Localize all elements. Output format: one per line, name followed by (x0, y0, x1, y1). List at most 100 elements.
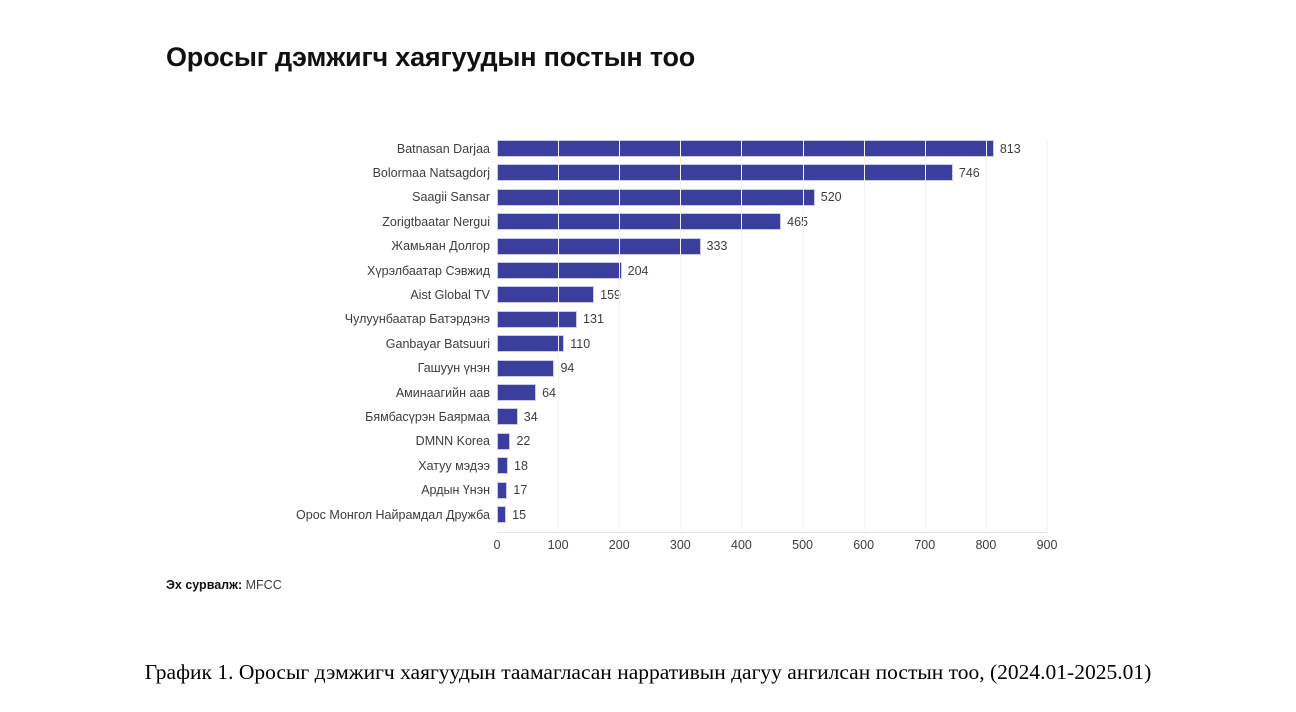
bar[interactable] (497, 506, 507, 523)
bar-category-label: Жамьяан Долгор (391, 239, 490, 254)
bar-row: Бямбасүрэн Баярмаа 34 (258, 408, 1058, 426)
bar-track: 94 (497, 359, 1058, 377)
bar[interactable] (497, 237, 701, 255)
bar-track: 204 (497, 262, 1058, 279)
bar-value-label: 34 (523, 409, 538, 424)
bar[interactable] (497, 213, 782, 231)
x-tick-label: 200 (608, 538, 630, 552)
bar-chart-plot-area: Batnasan Darjaa 813 Bolormaa Natsagdorj 746… (258, 140, 1058, 532)
bar-row: Хүрэлбаатар Сэвжид 204 (258, 262, 1058, 279)
bar[interactable] (497, 481, 508, 499)
bar-value-label: 465 (787, 214, 809, 229)
bar-category-label: Ардын Үнэн (421, 483, 490, 498)
figure-caption: График 1. Оросыг дэмжигч хаягуудын таама… (144, 660, 1152, 684)
bar-track: 746 (497, 164, 1058, 182)
bar-category-label: Орос Монгол Найрамдал Дружба (296, 507, 490, 522)
x-tick-label: 0 (493, 538, 501, 552)
chart-figure: Оросыг дэмжигч хаягуудын постын тоо Batn… (166, 42, 1058, 592)
x-axis-line (497, 532, 1047, 533)
bar-category-label: Хатуу мэдээ (418, 458, 490, 473)
bar-value-label: 159 (600, 287, 622, 302)
x-gridline (924, 140, 926, 532)
bar[interactable] (497, 384, 537, 401)
x-gridline (863, 140, 865, 532)
bar-value-label: 15 (512, 507, 527, 522)
x-tick-label: 500 (792, 538, 813, 552)
bar-category-label: Ganbayar Batsuuri (385, 336, 490, 351)
bar-track: 34 (497, 408, 1058, 426)
x-gridline (741, 140, 743, 532)
bar-category-label: Чулуунбаатар Батэрдэнэ (344, 312, 490, 327)
bar-track: 18 (497, 457, 1058, 475)
bar-value-label: 746 (958, 165, 980, 180)
bar-track: 159 (497, 286, 1058, 304)
bar-value-label: 64 (542, 385, 557, 400)
bar-row: Чулуунбаатар Батэрдэнэ 131 (258, 310, 1058, 328)
bar-category-label: Bolormaa Natsagdorj (372, 165, 490, 180)
bar-row: Bolormaa Natsagdorj 746 (258, 164, 1058, 182)
x-gridline (619, 140, 621, 532)
bar[interactable] (497, 140, 994, 157)
bar-value-label: 813 (999, 141, 1021, 156)
bar-row: Жамьяан Долгор 333 (258, 237, 1058, 255)
bar-category-label: Хүрэлбаатар Сэвжид (367, 263, 490, 278)
bar[interactable] (497, 188, 815, 206)
bar[interactable] (497, 457, 508, 475)
bar-category-label: DMNN Korea (415, 434, 490, 449)
bar-row: Ардын Үнэн 17 (258, 481, 1058, 499)
bar-value-label: 131 (583, 312, 604, 327)
bar[interactable] (497, 335, 565, 353)
x-tick-label: 400 (731, 538, 752, 552)
bar-category-label: Гашуун үнэн (417, 361, 490, 376)
bar-track: 333 (497, 237, 1058, 255)
bar-track: 15 (497, 506, 1058, 523)
bar-value-label: 18 (514, 458, 528, 473)
bar-value-label: 204 (627, 263, 649, 278)
bar-value-label: 110 (570, 336, 591, 351)
bar-category-label: Saagii Sansar (412, 190, 490, 205)
chart-title: Оросыг дэмжигч хаягуудын постын тоо (166, 42, 696, 72)
bar-value-label: 17 (513, 483, 528, 498)
bar[interactable] (497, 408, 518, 426)
bar-category-label: Zorigtbaatar Nergui (382, 214, 490, 229)
bar[interactable] (497, 310, 578, 328)
bar-row: Batnasan Darjaa 813 (258, 140, 1058, 157)
bar-row: Аминаагийн аав 64 (258, 384, 1058, 401)
source-note: Эх сурвалж: MFCC (166, 578, 282, 592)
x-axis: 0 100 200 300 400 500 600 700 800 900 (493, 140, 1057, 558)
bar[interactable] (497, 432, 511, 450)
source-label: Эх сурвалж: (166, 578, 243, 592)
bar[interactable] (497, 359, 555, 377)
bar-value-label: 22 (516, 434, 531, 449)
x-gridline (802, 140, 804, 532)
bar-track: 465 (497, 213, 1058, 231)
bar[interactable] (497, 286, 595, 304)
source-value: MFCC (242, 578, 282, 592)
x-gridline (1047, 140, 1048, 532)
bar-track: 64 (497, 384, 1058, 401)
bar-track: 813 (497, 140, 1058, 157)
x-tick-label: 700 (914, 538, 936, 552)
x-tick-label: 600 (853, 538, 875, 552)
bar-value-label: 94 (560, 361, 575, 376)
x-tick-label: 800 (975, 538, 997, 552)
x-gridline (680, 140, 682, 532)
bar-category-label: Аминаагийн аав (395, 385, 490, 400)
bar[interactable] (497, 164, 953, 182)
bar[interactable] (497, 262, 622, 279)
bar-track: 131 (497, 310, 1058, 328)
bar-track: 17 (497, 481, 1058, 499)
x-gridline (985, 140, 987, 532)
bar-value-label: 520 (820, 190, 842, 205)
x-gridline (558, 140, 560, 532)
bar-category-label: Aist Global TV (410, 287, 490, 302)
bar-row: Ganbayar Batsuuri 110 (258, 335, 1058, 353)
x-tick-label: 900 (1036, 538, 1058, 552)
x-tick-label: 100 (547, 538, 569, 552)
bar-track: 22 (497, 432, 1058, 450)
bar-value-label: 333 (706, 239, 728, 254)
bar-category-label: Batnasan Darjaa (396, 141, 490, 156)
bar-track: 110 (497, 335, 1058, 353)
bar-row: Орос Монгол Найрамдал Дружба 15 (258, 506, 1058, 523)
bar-category-label: Бямбасүрэн Баярмаа (365, 409, 490, 424)
